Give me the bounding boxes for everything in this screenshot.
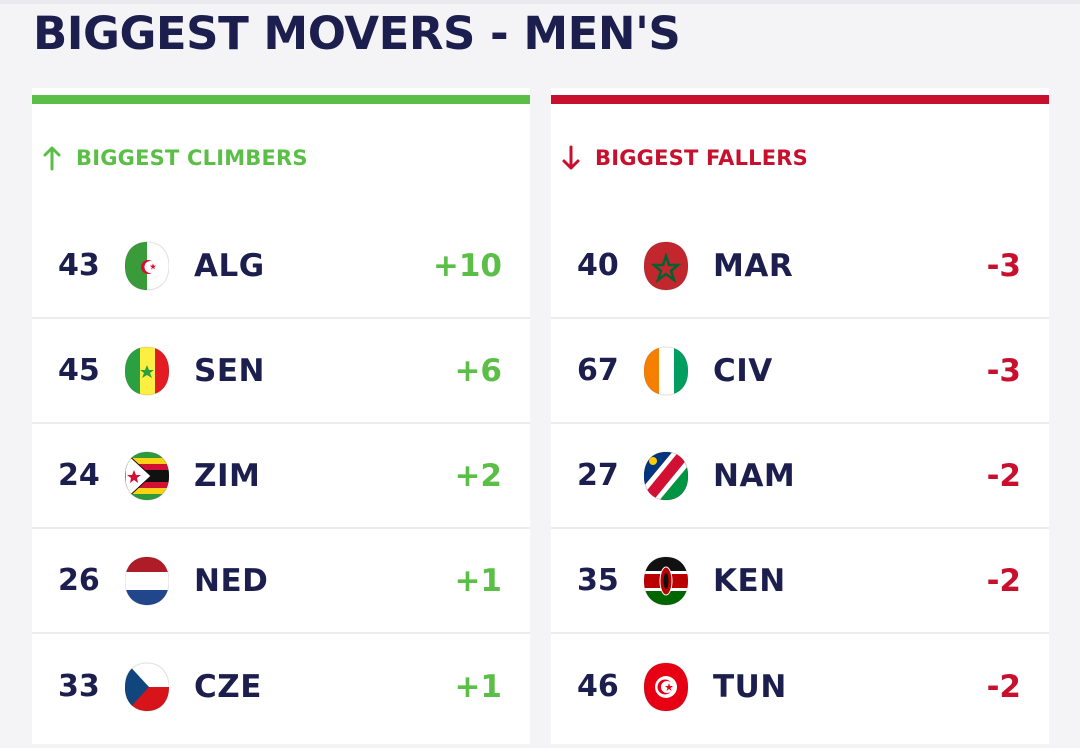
team-code: ZIM [194, 457, 261, 494]
team-code: CIV [713, 352, 773, 389]
fallers-label: BIGGEST FALLERS [595, 146, 808, 170]
morocco-flag-icon [644, 240, 688, 291]
team-code: NED [194, 562, 269, 599]
team-rank: 46 [577, 669, 619, 704]
team-rank: 67 [577, 353, 619, 388]
fallers-panel: BIGGEST FALLERS 40 MAR -3 67 CIV -3 27 NAM -2… [551, 88, 1049, 744]
zimbabwe-flag-icon [125, 450, 169, 501]
team-code: MAR [713, 247, 794, 284]
fallers-header: BIGGEST FALLERS [561, 144, 808, 172]
rank-change: -3 [986, 247, 1021, 284]
list-item[interactable]: 67 CIV -3 [551, 319, 1049, 424]
team-code: ALG [194, 247, 265, 284]
list-item[interactable]: 45 SEN +6 [32, 319, 530, 424]
top-band [0, 0, 1080, 4]
list-item[interactable]: 24 ZIM +2 [32, 424, 530, 529]
climbers-list: 43 ALG +10 45 SEN +6 24 ZIM +2 26 NED +1 33 [32, 214, 530, 739]
team-rank: 27 [577, 458, 619, 493]
rank-change: -2 [986, 668, 1021, 705]
climbers-accent-bar [32, 95, 530, 104]
algeria-flag-icon [125, 240, 169, 291]
team-rank: 35 [577, 563, 619, 598]
team-code: CZE [194, 668, 262, 705]
list-item[interactable]: 40 MAR -3 [551, 214, 1049, 319]
list-item[interactable]: 27 NAM -2 [551, 424, 1049, 529]
team-rank: 45 [58, 353, 100, 388]
list-item[interactable]: 26 NED +1 [32, 529, 530, 634]
list-item[interactable]: 33 CZE +1 [32, 634, 530, 739]
rank-change: +10 [432, 247, 502, 284]
team-code: SEN [194, 352, 265, 389]
rank-change: +2 [454, 457, 502, 494]
climbers-header: BIGGEST CLIMBERS [42, 144, 308, 172]
team-rank: 24 [58, 458, 100, 493]
senegal-flag-icon [125, 345, 169, 396]
list-item[interactable]: 43 ALG +10 [32, 214, 530, 319]
team-rank: 43 [58, 248, 100, 283]
tunisia-flag-icon [644, 661, 688, 712]
arrow-down-icon [562, 145, 580, 170]
list-item[interactable]: 35 KEN -2 [551, 529, 1049, 634]
team-rank: 40 [577, 248, 619, 283]
rank-change: +1 [454, 668, 502, 705]
fallers-list: 40 MAR -3 67 CIV -3 27 NAM -2 35 KEN -2 46 [551, 214, 1049, 739]
czechia-flag-icon [125, 661, 169, 712]
rank-change: -2 [986, 562, 1021, 599]
rank-change: +1 [454, 562, 502, 599]
fallers-accent-bar [551, 95, 1049, 104]
arrow-up-icon [43, 146, 61, 171]
team-code: NAM [713, 457, 796, 494]
list-item[interactable]: 46 TUN -2 [551, 634, 1049, 739]
climbers-panel: BIGGEST CLIMBERS 43 ALG +10 45 SEN +6 24 ZIM… [32, 88, 530, 744]
ivory-coast-flag-icon [644, 345, 688, 396]
team-code: TUN [713, 668, 787, 705]
rank-change: -2 [986, 457, 1021, 494]
namibia-flag-icon [644, 450, 688, 501]
team-rank: 26 [58, 563, 100, 598]
climbers-label: BIGGEST CLIMBERS [76, 146, 308, 170]
rank-change: -3 [986, 352, 1021, 389]
kenya-flag-icon [644, 555, 688, 606]
team-rank: 33 [58, 669, 100, 704]
team-code: KEN [713, 562, 786, 599]
page-title: BIGGEST MOVERS - MEN'S [33, 7, 681, 60]
netherlands-flag-icon [125, 555, 169, 606]
rank-change: +6 [454, 352, 502, 389]
